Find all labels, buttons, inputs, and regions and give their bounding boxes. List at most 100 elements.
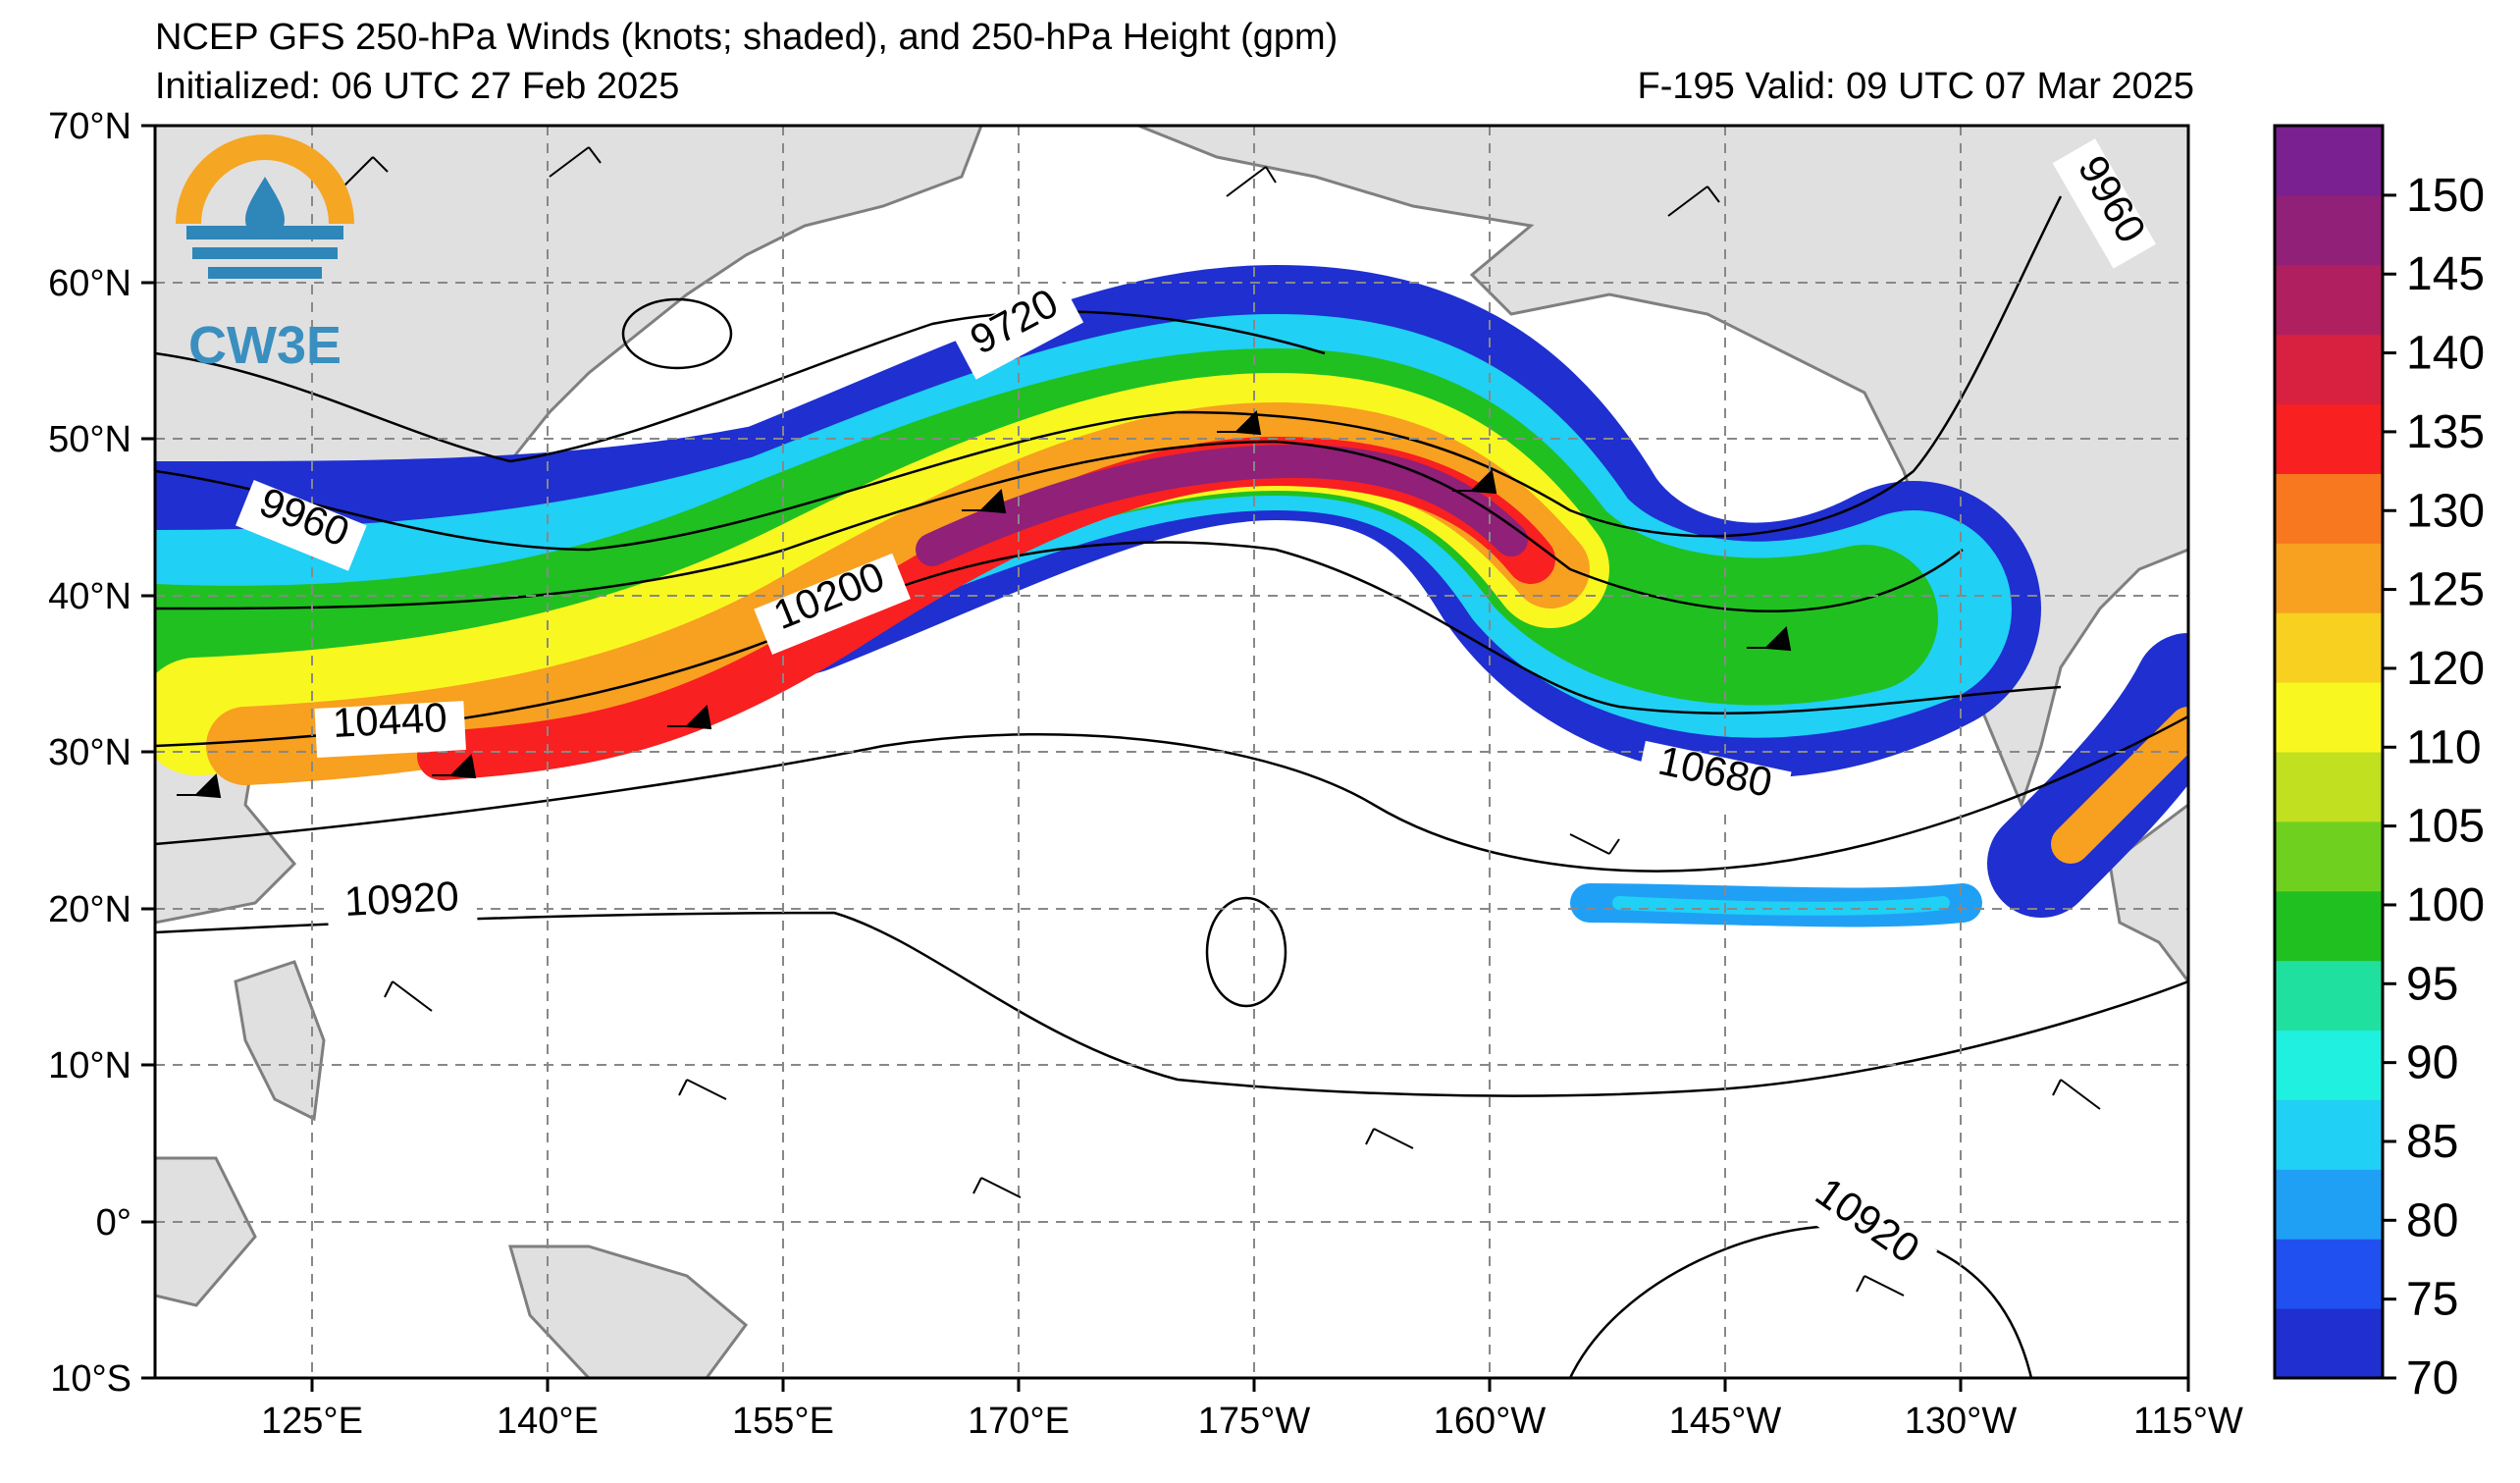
wind-barb	[1747, 625, 1792, 652]
lat-label: 20°N	[48, 889, 131, 930]
cw3e-logo: CW3E	[176, 134, 354, 375]
wind-barb	[549, 146, 602, 178]
initialized-time: Initialized: 06 UTC 27 Feb 2025	[155, 66, 680, 107]
contour-label-10440: 10440	[332, 694, 448, 746]
land-alaska-canada	[1137, 126, 2188, 810]
colorbar-label: 90	[2406, 1037, 2458, 1089]
colorbar-label: 75	[2406, 1274, 2458, 1326]
lat-label: 50°N	[48, 419, 131, 460]
colorbar-swatch	[2275, 543, 2383, 613]
land-new-guinea	[508, 1245, 749, 1378]
colorbar-label: 85	[2406, 1116, 2458, 1168]
wind-barb	[678, 1079, 727, 1100]
wind-barb	[1856, 1275, 1905, 1297]
map-title: NCEP GFS 250-hPa Winds (knots; shaded), …	[155, 17, 1339, 58]
lat-label: 10°S	[50, 1358, 131, 1400]
colorbar-label: 100	[2406, 879, 2485, 931]
wind-speed-shading	[155, 265, 2188, 927]
colorbar-label: 125	[2406, 564, 2485, 616]
colorbar-swatch	[2275, 334, 2383, 405]
lon-label: 170°E	[968, 1401, 1070, 1442]
colorbar-label: 110	[2406, 721, 2482, 773]
colorbar-label: 140	[2406, 328, 2485, 380]
colorbar-swatch	[2275, 1099, 2383, 1170]
wind-barb	[1667, 185, 1720, 217]
lon-label: 125°E	[261, 1401, 363, 1442]
wind-barb	[962, 488, 1007, 514]
lat-label: 0°	[96, 1202, 131, 1244]
colorbar-label: 135	[2406, 406, 2485, 458]
colorbar-swatch	[2275, 1030, 2383, 1100]
lon-label: 155°E	[732, 1401, 834, 1442]
lat-label: 40°N	[48, 576, 131, 617]
latitude-labels: 70°N 60°N 50°N 40°N 30°N 20°N 10°N 0° 10…	[48, 106, 131, 1400]
colorbar-label: 145	[2406, 248, 2485, 300]
jet-band-145	[916, 445, 1528, 566]
jet-band-east-core	[2051, 707, 2188, 864]
colorbar-label: 120	[2406, 643, 2485, 695]
lon-label: 160°W	[1434, 1401, 1547, 1442]
colorbar-label: 130	[2406, 485, 2485, 537]
wind-barb	[2052, 1079, 2101, 1110]
colorbar-swatch	[2275, 473, 2383, 544]
water-drop-icon	[245, 177, 285, 239]
wind-barb	[1452, 468, 1497, 495]
land-borneo	[155, 1156, 257, 1307]
lat-label: 10°N	[48, 1045, 131, 1086]
colorbar-label: 70	[2406, 1352, 2458, 1404]
longitude-labels: 125°E 140°E 155°E 170°E 175°W 160°W 145°…	[261, 1401, 2243, 1442]
wind-barb	[1226, 166, 1277, 197]
lon-label: 175°W	[1198, 1401, 1311, 1442]
height-contours	[155, 195, 2188, 1378]
valid-time: F-195 Valid: 09 UTC 07 Mar 2025	[1637, 66, 2194, 107]
logo-text: CW3E	[188, 316, 341, 375]
colorbar-label: 95	[2406, 958, 2458, 1010]
colorbar-swatch	[2275, 612, 2383, 683]
graticule	[155, 126, 2188, 1378]
colorbar-swatch	[2275, 264, 2383, 336]
wind-barb	[384, 980, 433, 1012]
contour-9960	[155, 195, 2063, 552]
contour-10200	[155, 440, 1964, 612]
land-philippines	[234, 960, 326, 1122]
colorbar-swatch	[2275, 682, 2383, 753]
lat-label: 70°N	[48, 106, 131, 147]
wind-barb	[177, 772, 222, 799]
wind-barb	[432, 753, 477, 779]
contour-high-pacific	[1205, 896, 1287, 1008]
wind-barb	[1569, 833, 1620, 855]
contour-low-okhotsk	[621, 297, 733, 370]
lat-label: 60°N	[48, 263, 131, 304]
colorbar-frame	[2273, 124, 2385, 1380]
colorbar: 70 75 80 85 90 95 100 105 110 120 125 130 135 140 145 1…	[2273, 124, 2485, 1404]
axis-ticks	[141, 124, 2190, 1392]
colorbar-swatch	[2275, 960, 2383, 1032]
wind-barb	[972, 1177, 1022, 1198]
contour-9720	[155, 310, 1326, 463]
lon-label: 140°E	[497, 1401, 599, 1442]
contour-10440	[155, 541, 2062, 748]
wind-barb	[1217, 409, 1262, 436]
colorbar-label: 105	[2406, 801, 2485, 853]
colorbar-swatch	[2275, 821, 2383, 892]
wind-barb	[1365, 1128, 1414, 1149]
wind-barb	[667, 704, 712, 730]
colorbar-swatch	[2275, 126, 2383, 196]
contour-10920	[155, 911, 2188, 1097]
colorbar-swatch	[2275, 194, 2383, 266]
colorbar-label: 150	[2406, 170, 2485, 222]
lon-label: 145°W	[1669, 1401, 1782, 1442]
colorbar-swatch	[2275, 890, 2383, 962]
colorbar-swatch	[2275, 1239, 2383, 1309]
colorbar-swatch	[2275, 1308, 2383, 1379]
lon-label: 115°W	[2133, 1401, 2243, 1442]
colorbar-swatch	[2275, 752, 2383, 822]
jet-band-subtropical-core	[1612, 896, 1950, 916]
colorbar-label: 80	[2406, 1194, 2458, 1246]
contour-10680	[155, 715, 2188, 873]
contour-label-10920-west: 10920	[343, 873, 460, 925]
wind-barbs	[177, 146, 2101, 1297]
lon-label: 130°W	[1905, 1401, 2018, 1442]
lat-label: 30°N	[48, 732, 131, 773]
